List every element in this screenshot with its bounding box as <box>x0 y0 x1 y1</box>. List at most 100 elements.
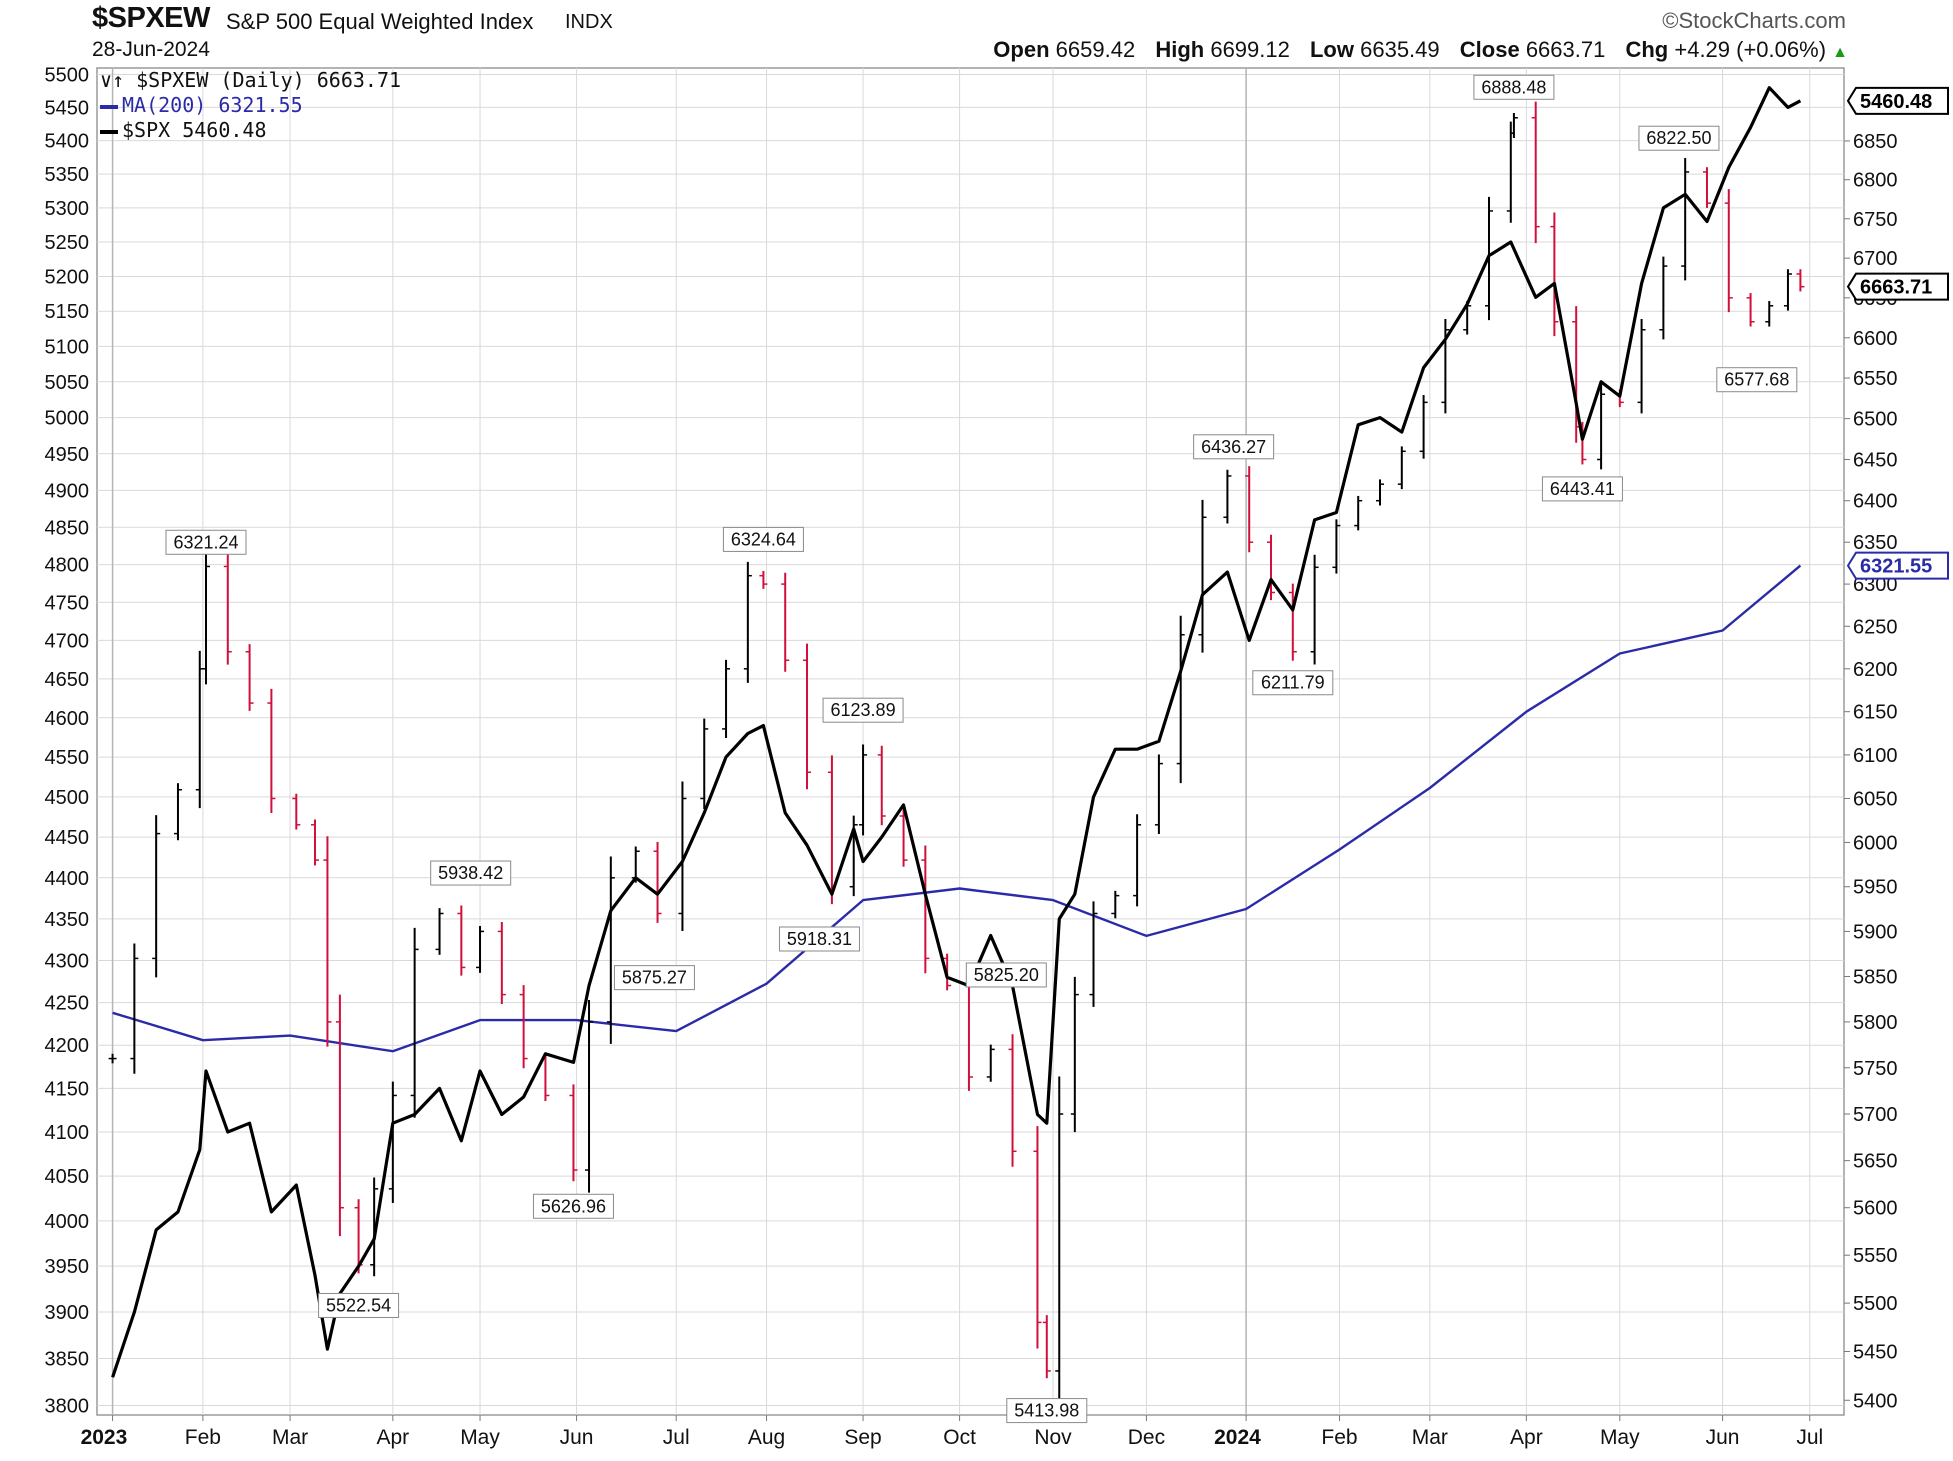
x-tick-label: Apr <box>376 1426 409 1449</box>
left-tick-label: 5450 <box>45 97 90 119</box>
annotation-box <box>1252 670 1334 696</box>
right-tick-label: 5400 <box>1853 1390 1898 1412</box>
right-tick-label: 6000 <box>1853 832 1898 854</box>
left-tick-label: 5050 <box>45 372 90 394</box>
annotation-label: 6321.24 <box>173 532 238 552</box>
annotation-label: 6577.68 <box>1724 370 1789 390</box>
annotation-label: 5825.20 <box>974 965 1039 985</box>
left-tick-label: 4450 <box>45 827 90 849</box>
spx-last-tag-box <box>1846 86 1949 115</box>
right-tick-label: 5900 <box>1853 921 1898 943</box>
annotation-box <box>822 697 904 723</box>
right-tick-label: 5950 <box>1853 877 1898 899</box>
right-tick-label: 5850 <box>1853 966 1898 988</box>
right-tick-label: 6450 <box>1853 450 1898 472</box>
annotation-box <box>1541 476 1623 502</box>
annotation-label: 5918.31 <box>787 929 852 949</box>
left-tick-label: 4750 <box>45 592 90 614</box>
left-tick-label: 4250 <box>45 993 90 1015</box>
annotation-box <box>1006 1398 1088 1424</box>
bars-icon: ∨↑ <box>100 68 125 92</box>
legend-main-label: $SPXEW (Daily) 6663.71 <box>136 68 402 92</box>
annotation-box <box>1716 367 1798 393</box>
left-tick-label: 4700 <box>45 630 90 652</box>
legend-spx-label: $SPX 5460.48 <box>122 118 267 142</box>
x-tick-label: Jul <box>1796 1426 1823 1449</box>
price-annotations: 6321.24 5522.54 5938.42 5626.96 5875.27 6324.… <box>165 74 1798 1424</box>
x-tick-label: Sep <box>844 1426 881 1449</box>
legend-ma: MA(200) 6321.55 <box>100 93 401 118</box>
left-tick-label: 5100 <box>45 336 90 358</box>
annotation-label: 6822.50 <box>1646 128 1711 148</box>
left-tick-label: 4950 <box>45 444 90 466</box>
annotation-label: 6443.41 <box>1550 479 1615 499</box>
x-tick-label: Mar <box>1412 1426 1448 1449</box>
spxew-ohlc-bars <box>108 101 1805 1411</box>
low-value: 6635.49 <box>1360 37 1440 62</box>
high-value: 6699.12 <box>1210 37 1290 62</box>
annotation-box <box>722 526 804 552</box>
grid-lines <box>97 68 1844 1415</box>
left-tick-label: 3850 <box>45 1348 90 1370</box>
x-tick-label: Feb <box>185 1426 221 1449</box>
right-tick-label: 6500 <box>1853 409 1898 431</box>
left-tick-label: 5000 <box>45 408 90 430</box>
left-tick-label: 3900 <box>45 1302 90 1324</box>
ma-swatch-icon <box>100 104 118 109</box>
left-tick-label: 5350 <box>45 164 90 186</box>
left-tick-label: 5200 <box>45 266 90 288</box>
spxew-last-tag-text: 6663.71 <box>1860 277 1932 299</box>
spx-path <box>111 86 1802 1378</box>
legend-main: ∨↑ $SPXEW (Daily) 6663.71 <box>100 68 401 93</box>
x-tick-label: Jun <box>560 1426 594 1449</box>
x-tick-label: Dec <box>1128 1426 1165 1449</box>
brand-watermark: ©StockCharts.com <box>1662 8 1847 33</box>
brand-name: StockCharts.com <box>1678 8 1847 33</box>
chart-legend: ∨↑ $SPXEW (Daily) 6663.71 MA(200) 6321.5… <box>100 68 401 143</box>
ma-200-line <box>112 564 1802 1053</box>
legend-spx: $SPX 5460.48 <box>100 118 401 143</box>
left-tick-label: 4500 <box>45 787 90 809</box>
axis-labels: 3800 3850 3900 3950 4000 4050 4100 4150 4200 4250… <box>45 65 1898 1449</box>
annotation-label: 5875.27 <box>622 968 687 988</box>
left-tick-label: 4150 <box>45 1078 90 1100</box>
right-tick-label: 6550 <box>1853 368 1898 390</box>
left-tick-label: 4050 <box>45 1166 90 1188</box>
x-tick-label: May <box>460 1426 500 1449</box>
right-tick-label: 5700 <box>1853 1104 1898 1126</box>
legend-ma-label: MA(200) 6321.55 <box>122 93 303 117</box>
left-tick-label: 3800 <box>45 1396 90 1418</box>
open-label: Open <box>993 37 1050 62</box>
left-tick-label: 4000 <box>45 1211 90 1233</box>
right-tick-label: 5750 <box>1853 1058 1898 1080</box>
right-tick-label: 6350 <box>1853 532 1898 554</box>
right-tick-label: 6800 <box>1853 170 1898 192</box>
ma-last-tag-text: 6321.55 <box>1860 556 1932 578</box>
plot-frame <box>96 67 1845 1416</box>
annotation-box <box>778 926 860 952</box>
annotation-box <box>532 1193 614 1219</box>
chart-date: 28-Jun-2024 <box>92 38 210 61</box>
right-tick-label: 6700 <box>1853 248 1898 270</box>
ohlc-summary: Open 6659.42 High 6699.12 Low 6635.49 Cl… <box>993 37 1848 63</box>
annotation-box <box>430 860 512 886</box>
x-tick-label: Apr <box>1510 1426 1543 1449</box>
close-value: 6663.71 <box>1525 37 1606 62</box>
annotation-box <box>318 1292 400 1318</box>
left-tick-label: 4650 <box>45 669 90 691</box>
right-tick-label: 6600 <box>1853 328 1898 350</box>
left-tick-label: 3950 <box>45 1256 90 1278</box>
annotation-box <box>1638 125 1720 151</box>
left-tick-label: 5250 <box>45 232 90 254</box>
chart-header: $SPXEW S&P 500 Equal Weighted Index INDX… <box>0 0 1953 70</box>
annotation-box <box>165 529 247 555</box>
x-tick-label: Oct <box>943 1426 976 1449</box>
right-tick-label: 5500 <box>1853 1293 1898 1315</box>
x-tick-label: Aug <box>748 1426 785 1449</box>
ticker-symbol: $SPXEW <box>92 2 210 34</box>
annotation-label: 5938.42 <box>438 863 503 883</box>
low-label: Low <box>1309 37 1354 62</box>
spx-line <box>111 86 1802 1378</box>
right-tick-label: 6050 <box>1853 788 1898 810</box>
